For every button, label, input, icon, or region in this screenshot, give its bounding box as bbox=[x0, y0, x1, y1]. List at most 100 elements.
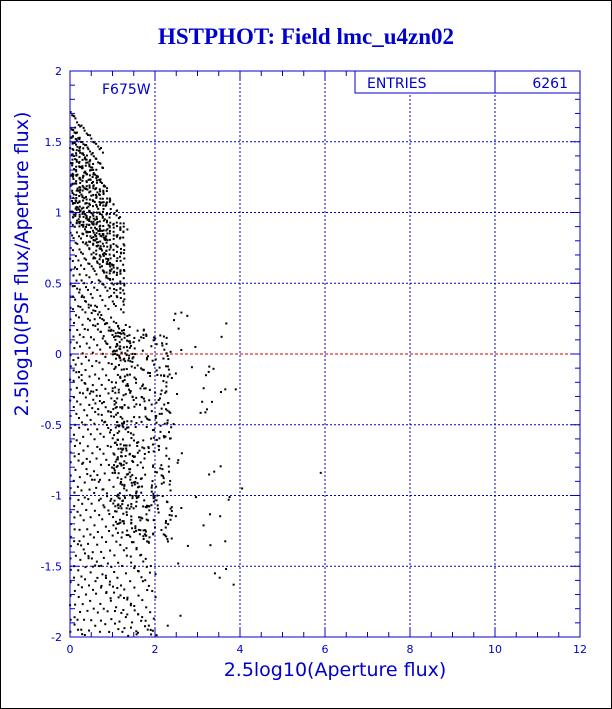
data-point bbox=[114, 386, 117, 389]
data-point bbox=[153, 526, 156, 529]
data-point bbox=[122, 520, 125, 523]
data-point bbox=[174, 312, 177, 315]
data-point bbox=[75, 143, 78, 146]
data-point bbox=[81, 211, 84, 214]
data-point bbox=[151, 443, 154, 446]
data-point bbox=[70, 174, 73, 177]
data-point bbox=[136, 482, 139, 485]
data-point bbox=[83, 156, 86, 159]
data-point bbox=[160, 474, 163, 477]
data-point bbox=[122, 394, 125, 397]
data-point bbox=[102, 504, 105, 507]
data-point bbox=[102, 189, 105, 192]
data-point bbox=[110, 415, 113, 418]
data-point bbox=[168, 457, 171, 460]
data-point bbox=[82, 461, 85, 464]
data-point bbox=[124, 393, 127, 396]
data-point bbox=[71, 295, 74, 298]
data-point bbox=[114, 381, 117, 384]
data-point bbox=[85, 509, 88, 512]
data-point bbox=[83, 257, 86, 260]
data-point bbox=[75, 174, 78, 177]
data-point bbox=[92, 256, 95, 259]
data-point bbox=[72, 396, 75, 399]
data-point bbox=[69, 451, 72, 454]
data-point bbox=[121, 407, 124, 410]
data-point bbox=[129, 626, 132, 629]
data-point bbox=[88, 191, 91, 194]
data-point bbox=[138, 339, 141, 342]
data-point bbox=[101, 260, 104, 263]
x-tick-label: 12 bbox=[573, 643, 587, 656]
data-point bbox=[129, 344, 132, 347]
data-point bbox=[96, 322, 99, 325]
data-point bbox=[94, 402, 97, 405]
data-point bbox=[98, 258, 101, 261]
data-point bbox=[114, 365, 117, 368]
data-point bbox=[106, 322, 109, 325]
data-point bbox=[111, 353, 114, 356]
data-point bbox=[113, 353, 116, 356]
data-point bbox=[177, 562, 180, 565]
data-point bbox=[82, 548, 85, 551]
data-point bbox=[127, 431, 130, 434]
data-point bbox=[213, 470, 216, 473]
data-point bbox=[123, 496, 126, 499]
data-point bbox=[79, 220, 82, 223]
data-point bbox=[116, 587, 119, 590]
data-point bbox=[112, 264, 115, 267]
data-point bbox=[164, 521, 167, 524]
data-point bbox=[132, 541, 135, 544]
data-point bbox=[150, 403, 153, 406]
data-point bbox=[135, 381, 138, 384]
data-point bbox=[107, 362, 110, 365]
data-point bbox=[130, 420, 133, 423]
data-point bbox=[147, 355, 150, 358]
data-point bbox=[116, 331, 119, 334]
data-point bbox=[90, 194, 93, 197]
data-point bbox=[90, 153, 93, 156]
data-point bbox=[115, 260, 118, 263]
data-point bbox=[112, 237, 115, 240]
data-point bbox=[80, 224, 83, 227]
data-point bbox=[125, 547, 128, 550]
data-point bbox=[117, 438, 120, 441]
y-tick-label: 1 bbox=[55, 207, 62, 220]
data-point bbox=[148, 388, 151, 391]
data-point bbox=[78, 345, 81, 348]
data-point bbox=[155, 401, 158, 404]
data-point bbox=[95, 228, 98, 231]
data-point bbox=[114, 335, 117, 338]
data-point bbox=[114, 622, 117, 625]
data-point bbox=[117, 217, 120, 220]
data-point bbox=[209, 544, 212, 547]
data-point bbox=[95, 142, 98, 145]
data-point bbox=[73, 491, 76, 494]
data-point bbox=[74, 126, 77, 129]
data-point bbox=[111, 333, 114, 336]
data-point bbox=[108, 200, 111, 203]
data-point bbox=[99, 245, 102, 248]
data-point bbox=[110, 362, 113, 365]
data-point bbox=[98, 254, 101, 257]
data-point bbox=[116, 296, 119, 299]
data-point bbox=[86, 414, 89, 417]
y-tick-label: -1.5 bbox=[41, 560, 62, 573]
data-point bbox=[110, 497, 113, 500]
data-point bbox=[104, 525, 107, 528]
data-point bbox=[94, 173, 97, 176]
data-point bbox=[70, 136, 73, 139]
data-point bbox=[121, 448, 124, 451]
data-point bbox=[71, 158, 74, 161]
data-point bbox=[97, 413, 100, 416]
data-point bbox=[81, 189, 84, 192]
data-point bbox=[101, 419, 104, 422]
data-point bbox=[95, 203, 98, 206]
data-point bbox=[76, 287, 79, 290]
tick-labels: 0 2 4 6 8 10 12-2-1.5-1-0.500.511.52 bbox=[41, 65, 587, 656]
data-point bbox=[119, 415, 122, 418]
data-point bbox=[131, 621, 134, 624]
data-point bbox=[114, 610, 117, 613]
data-point bbox=[96, 289, 99, 292]
data-point bbox=[117, 447, 120, 450]
